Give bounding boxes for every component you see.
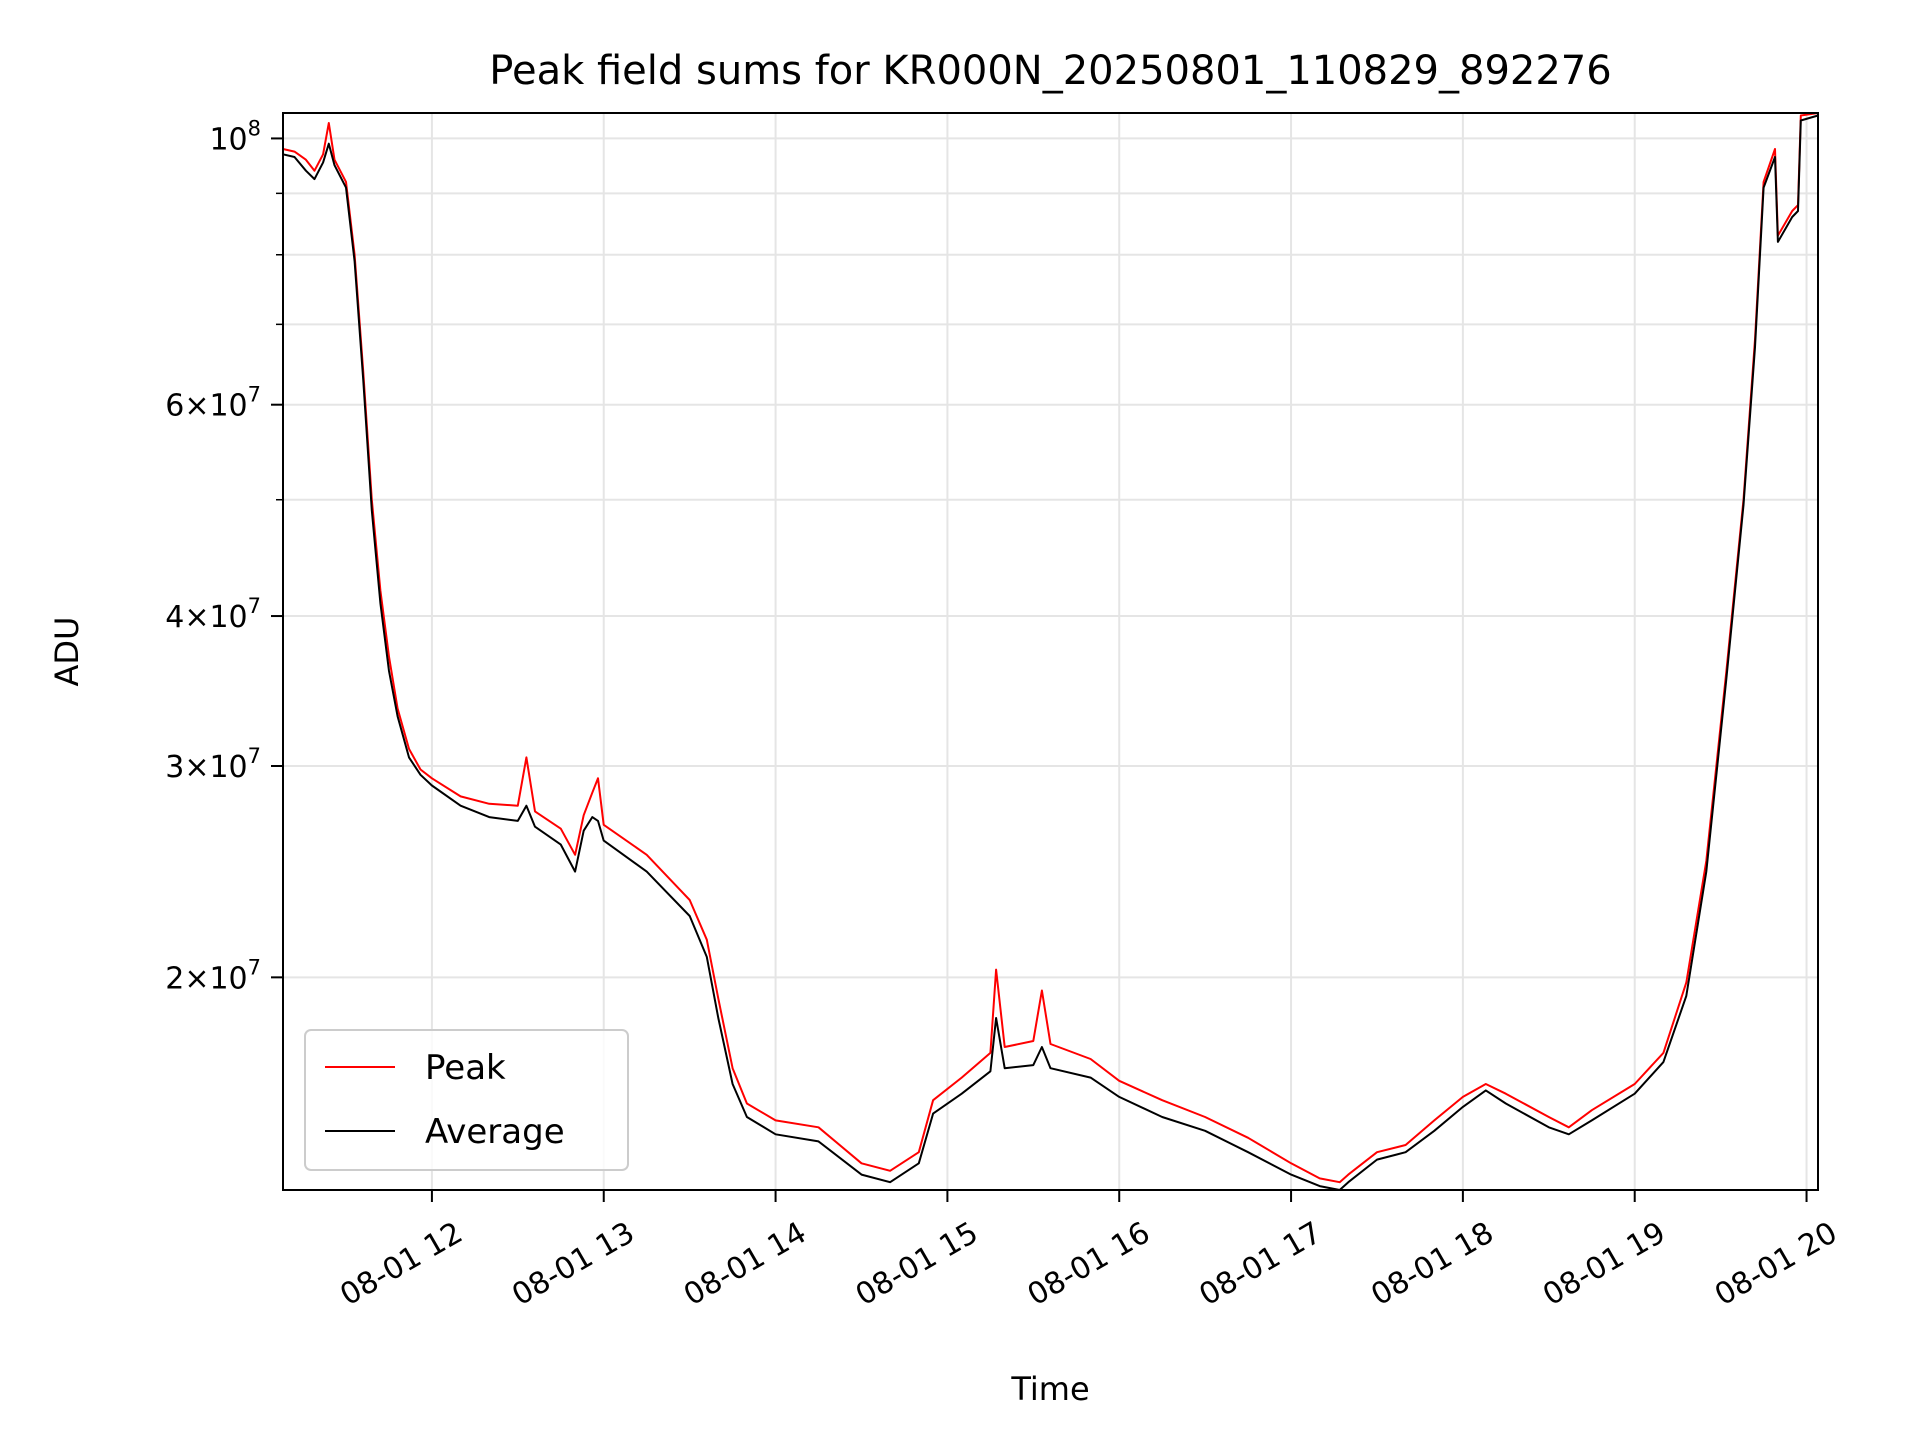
- y-tick-mantissa: 4: [165, 600, 184, 635]
- plot-frame: [282, 112, 1819, 1191]
- y-tick-exponent: 7: [248, 744, 261, 768]
- y-axis-title: ADU: [48, 617, 86, 687]
- y-tick-exponent: 7: [248, 594, 261, 618]
- y-tick-exponent: 8: [248, 116, 261, 140]
- y-tick-base: 10: [209, 122, 247, 157]
- x-axis-title: Time: [1010, 1370, 1089, 1408]
- y-tick-mantissa: 2: [165, 961, 184, 996]
- legend-box: [304, 1029, 629, 1171]
- y-tick-exponent: 7: [248, 955, 261, 979]
- grid: [283, 113, 1818, 1190]
- y-tick-mantissa: 3: [165, 750, 184, 785]
- y-tick-label: 3×107: [165, 744, 261, 785]
- y-tick-label: 2×107: [165, 955, 261, 996]
- plot-area: [282, 112, 1819, 1191]
- series-line-peak: [282, 112, 1819, 1184]
- y-tick-label: 4×107: [165, 594, 261, 635]
- y-tick-label: 108: [209, 116, 261, 157]
- y-tick-operator: ×10: [184, 389, 247, 424]
- y-tick-operator: ×10: [184, 600, 247, 635]
- y-tick-operator: ×10: [184, 961, 247, 996]
- y-tick-mantissa: 6: [165, 389, 184, 424]
- legend-label-average: Average: [425, 1112, 565, 1152]
- y-tick-operator: ×10: [184, 750, 247, 785]
- legend: Peak Average: [304, 1029, 629, 1171]
- legend-label-peak: Peak: [425, 1048, 506, 1088]
- y-tick-label: 6×107: [165, 383, 261, 424]
- chart-title: Peak field sums for KR000N_20250801_1108…: [489, 48, 1611, 94]
- y-tick-exponent: 7: [248, 383, 261, 407]
- series-line-average: [282, 114, 1819, 1191]
